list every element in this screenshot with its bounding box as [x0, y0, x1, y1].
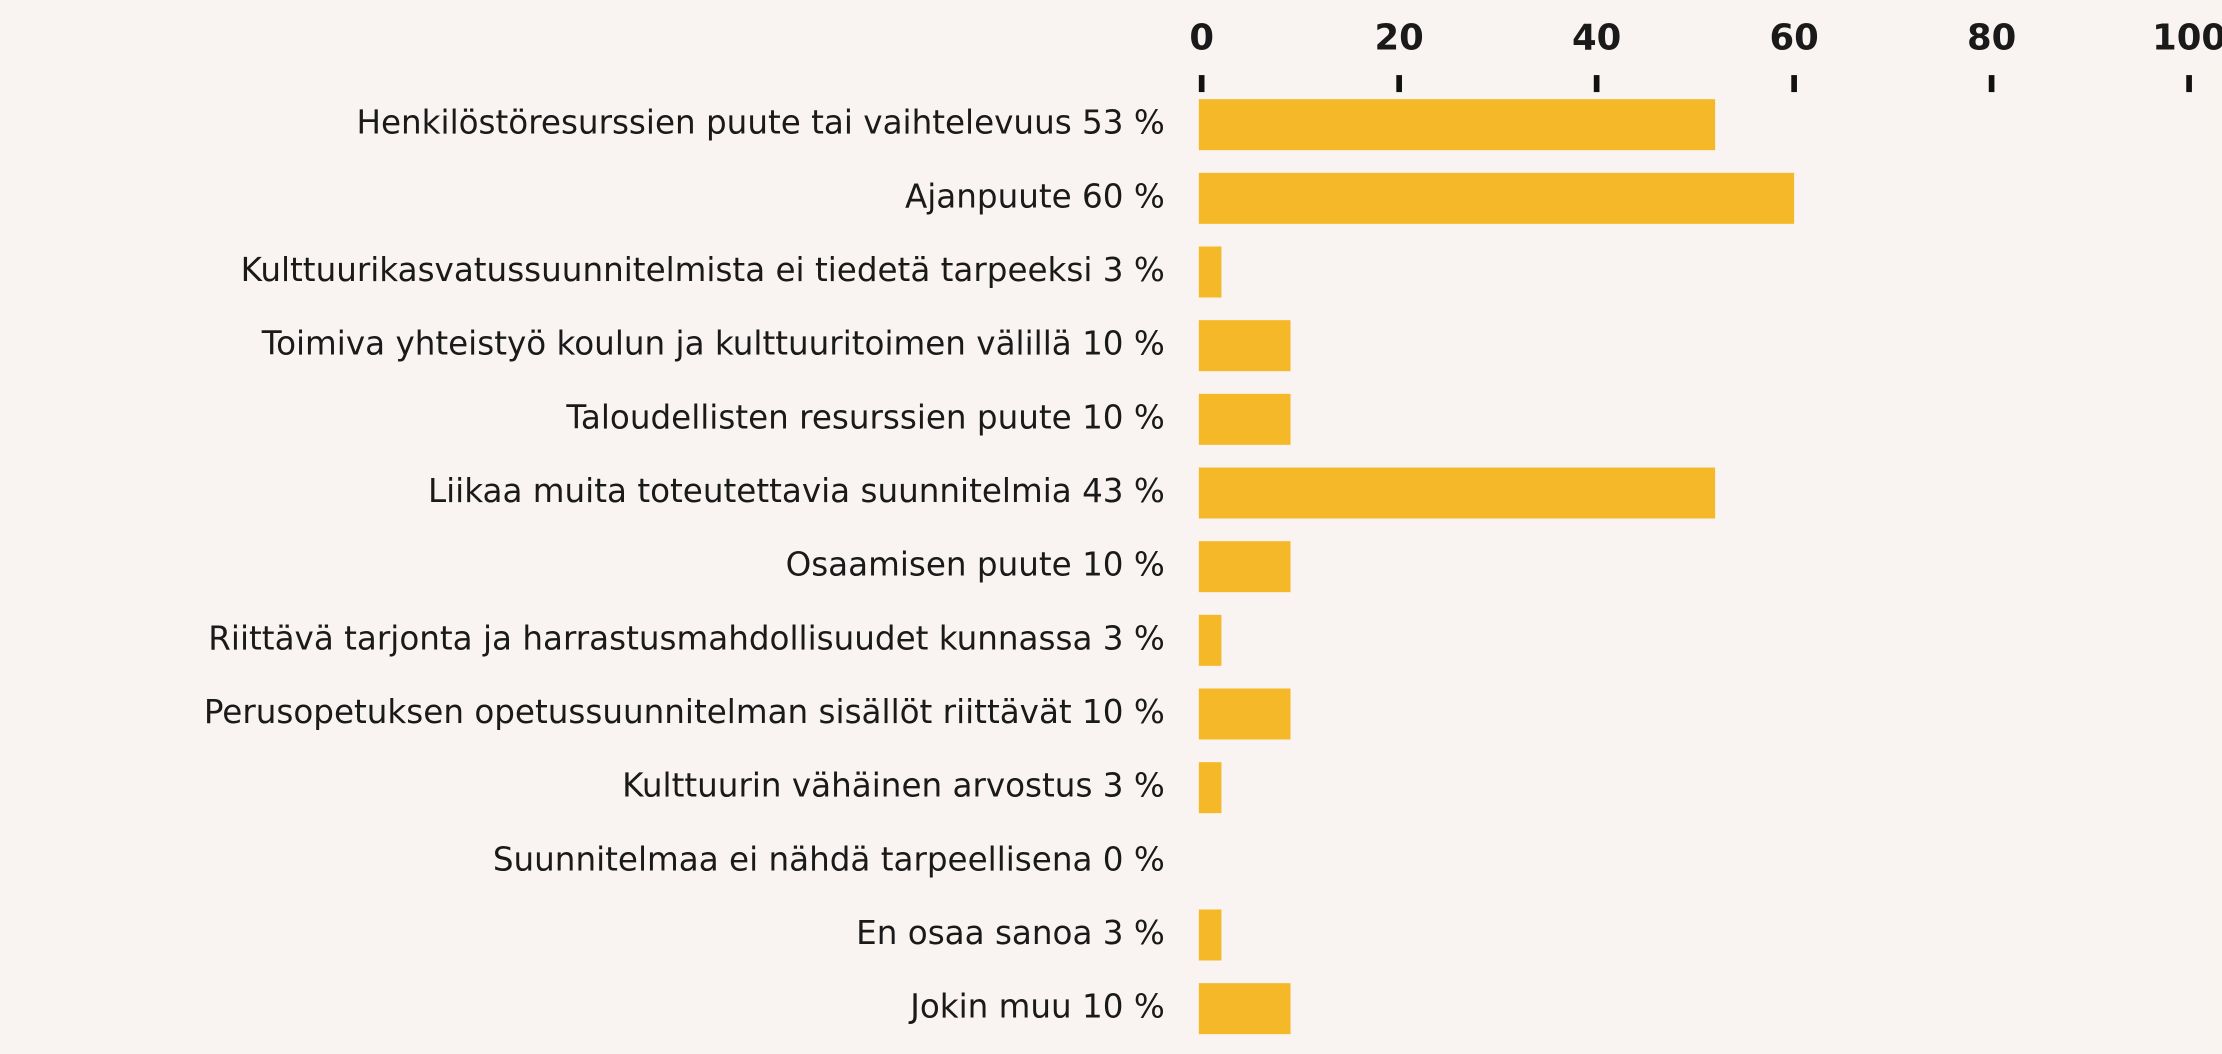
x-tick-label: 40: [1572, 18, 1621, 59]
x-tick-label: 20: [1375, 18, 1424, 59]
x-tick-label: 100: [2152, 18, 2222, 59]
bar: [1198, 688, 1291, 740]
x-tick-label: 80: [1967, 18, 2016, 59]
category-label: En osaa sanoa 3 %: [856, 914, 1165, 952]
category-label: Kulttuurikasvatussuunnitelmista ei tiede…: [241, 251, 1165, 289]
x-tick-label: 60: [1769, 18, 1818, 59]
category-label: Perusopetuksen opetussuunnitelman sisäll…: [204, 693, 1165, 731]
bar: [1198, 99, 1716, 151]
category-label: Ajanpuute 60 %: [905, 177, 1165, 215]
bar: [1198, 614, 1222, 666]
bar: [1198, 467, 1716, 519]
category-label: Toimiva yhteistyö koulun ja kulttuuritoi…: [261, 325, 1165, 363]
category-label: Taloudellisten resurssien puute 10 %: [565, 398, 1164, 436]
category-label: Riittävä tarjonta ja harrastusmahdollisu…: [208, 619, 1165, 657]
x-tick-label: 0: [1189, 18, 1214, 59]
category-label: Osaamisen puute 10 %: [786, 546, 1165, 584]
bar: [1198, 393, 1291, 445]
bar: [1198, 909, 1222, 961]
category-label: Suunnitelmaa ei nähdä tarpeellisena 0 %: [493, 840, 1165, 878]
category-label: Henkilöstöresurssien puute tai vaihtelev…: [356, 104, 1164, 142]
category-label: Kulttuurin vähäinen arvostus 3 %: [622, 767, 1165, 805]
category-label: Liikaa muita toteutettavia suunnitelmia …: [428, 472, 1165, 510]
bar: [1198, 762, 1222, 814]
category-label: Jokin muu 10 %: [908, 988, 1165, 1026]
bar: [1198, 320, 1291, 372]
bar: [1198, 246, 1222, 298]
bar: [1198, 983, 1291, 1035]
bar: [1198, 541, 1291, 593]
bar: [1198, 172, 1795, 224]
